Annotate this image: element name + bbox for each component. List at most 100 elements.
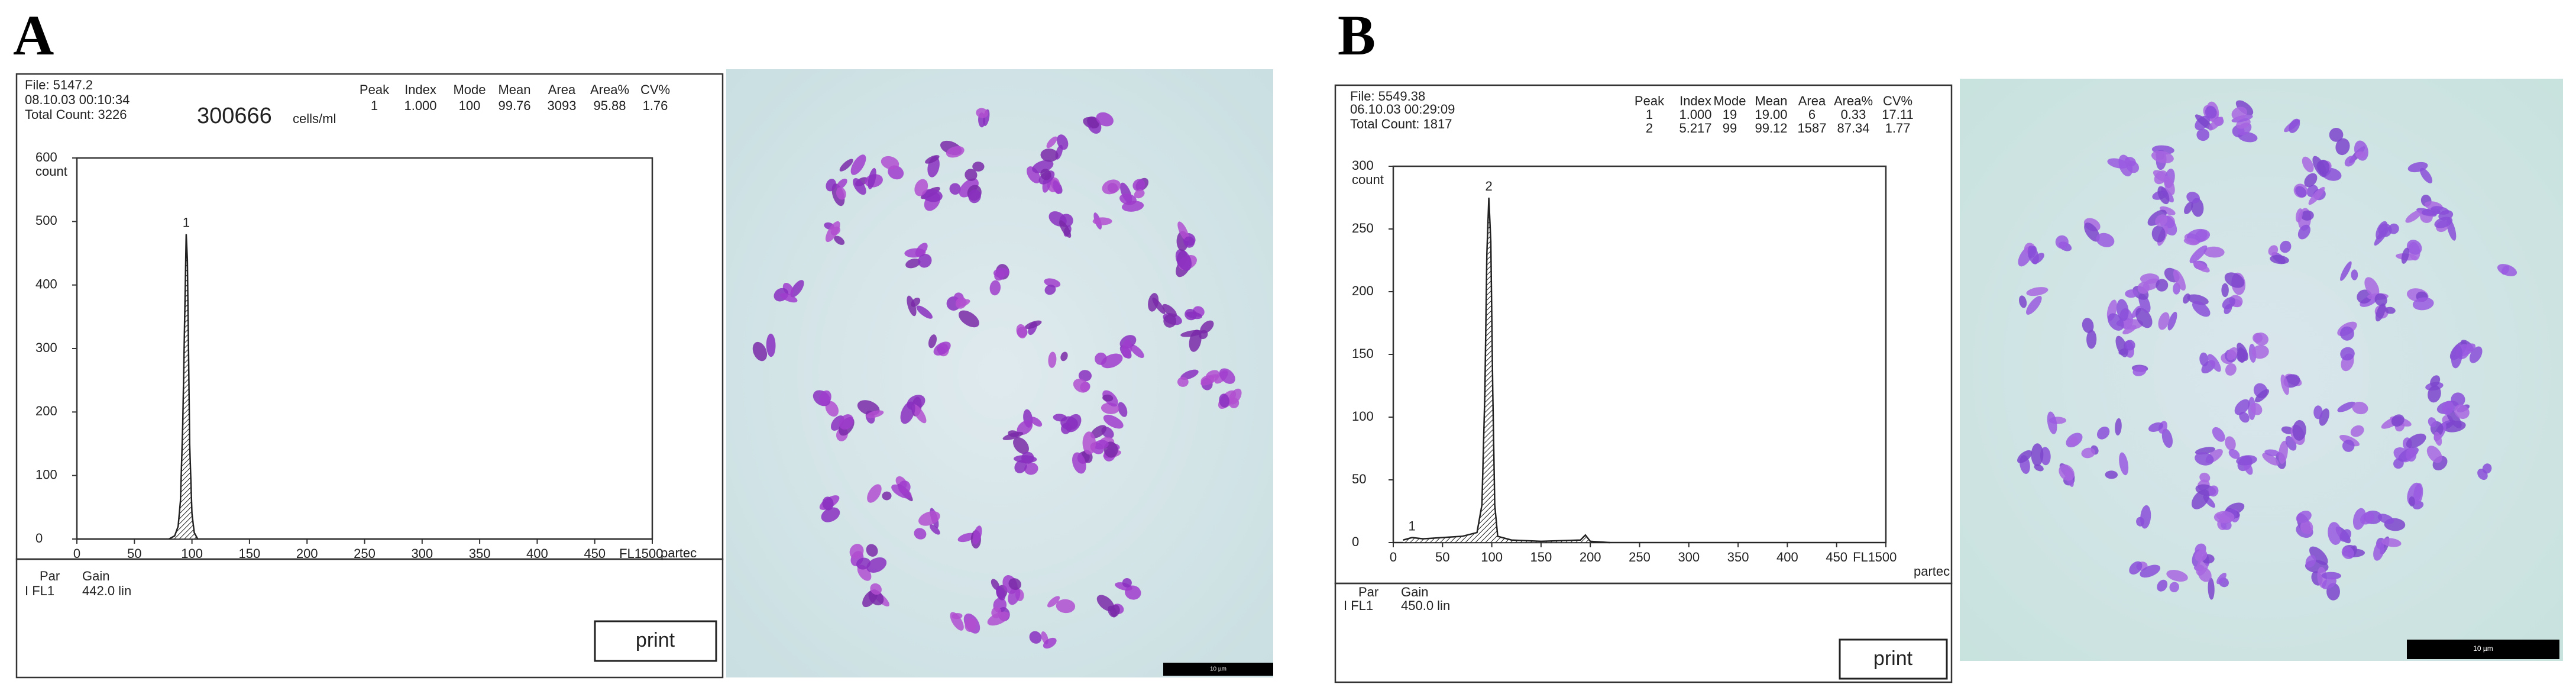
chromosome [825, 401, 839, 417]
chromosome [2329, 127, 2344, 142]
chromosome [956, 299, 970, 307]
chromosome [1017, 420, 1033, 435]
chromosome [866, 557, 887, 573]
chromosome [2081, 447, 2096, 459]
chromosome [1078, 370, 1092, 382]
concentration-unit: cells/ml [293, 111, 336, 126]
chromosome [2295, 208, 2303, 222]
chromosome [2335, 138, 2350, 156]
chromosome [933, 341, 951, 356]
chromosome [1092, 217, 1112, 225]
chromosome [1060, 351, 1068, 362]
chromosome [968, 189, 981, 204]
brand: partec [661, 546, 697, 560]
chromosome [2135, 308, 2153, 328]
chromosomes [2017, 100, 2517, 601]
chromosome [2254, 333, 2269, 346]
print-button[interactable] [1839, 638, 1948, 680]
chromosome [2195, 452, 2214, 466]
chromosome [2228, 448, 2240, 459]
chromosome [2328, 522, 2342, 545]
x-tick-label: 0 [1390, 550, 1397, 564]
stats-cell: 17.11 [1882, 107, 1913, 122]
chromosome [2428, 385, 2441, 403]
chromosome [972, 162, 985, 172]
x-axis-label: FL1 [619, 546, 642, 561]
chromosome [952, 613, 963, 619]
chromosome [834, 235, 845, 245]
print-button-label[interactable]: print [1873, 647, 1913, 670]
stats-cell: 0.33 [1841, 107, 1866, 122]
x-tick-label: 350 [1727, 550, 1749, 564]
y-tick-label: 600 [35, 150, 57, 164]
chromosome [965, 618, 976, 632]
y-tick-label: 150 [1352, 346, 1374, 361]
chromosome [2082, 318, 2094, 333]
chromosome [2140, 564, 2161, 578]
chromosome [2250, 402, 2263, 415]
chromosome [2184, 202, 2193, 214]
chromosome [2191, 489, 2210, 509]
chromosome [2212, 427, 2225, 442]
chromosome [1008, 587, 1021, 605]
stats-cell: 1 [371, 98, 378, 113]
x-tick-label: 100 [1481, 550, 1503, 564]
chromosome [2132, 366, 2147, 376]
chromosome [989, 280, 1001, 296]
chromosome [2477, 469, 2488, 480]
chromosome [2313, 405, 2323, 420]
chromosome [1047, 596, 1060, 608]
stats-header: Index [404, 82, 436, 97]
print-button-label[interactable]: print [636, 629, 675, 651]
chromosome [1044, 278, 1061, 288]
chromosome [1043, 637, 1057, 649]
chromosome [1087, 116, 1099, 128]
param-cell: 442.0 lin [82, 583, 131, 598]
chromosome [836, 178, 847, 189]
chromosome [839, 414, 854, 430]
brand: partec [1914, 564, 1950, 579]
chromosome [2187, 294, 2209, 305]
chromosome [2115, 335, 2128, 357]
chromosome [916, 305, 933, 319]
y-tick-label: 500 [35, 213, 57, 228]
chromosome [929, 524, 940, 535]
stats-cell: 2 [1646, 121, 1653, 135]
chromosome [1082, 431, 1096, 455]
chromosome [976, 108, 988, 118]
chromosome [2208, 577, 2215, 600]
file-name: File: 5549.38 [1350, 89, 1425, 104]
x-tick-label: 300 [1678, 550, 1700, 564]
chromosome [868, 167, 876, 189]
stats-header: Mode [453, 82, 486, 97]
chromosome [819, 390, 831, 406]
chromosome [2199, 472, 2211, 483]
chromosome [1102, 179, 1121, 195]
chromosome [2107, 158, 2128, 169]
chromosome [2208, 485, 2219, 497]
stats-cell: 1.000 [404, 98, 436, 113]
print-button[interactable] [594, 620, 717, 662]
x-tick-label: 500 [642, 546, 664, 561]
chromosome [2434, 431, 2442, 446]
chromosome [2434, 217, 2453, 228]
chromosome [991, 606, 1002, 618]
panel-label: A [13, 4, 54, 67]
chromosome [987, 611, 1009, 626]
param-cell: I FL1 [1344, 598, 1373, 613]
histogram-area [1403, 198, 1610, 543]
x-tick-label: 450 [584, 546, 606, 561]
chromosome [2120, 319, 2144, 330]
report-box [1334, 84, 1953, 585]
chromosome [2364, 277, 2380, 298]
chromosome [2341, 546, 2354, 559]
x-tick-label: 400 [1776, 550, 1798, 564]
stats-header: Peak [1635, 93, 1665, 108]
chromosome [1121, 339, 1132, 358]
y-tick-label: 400 [35, 276, 57, 291]
chromosome [2224, 272, 2245, 288]
chromosome [2300, 520, 2313, 534]
chromosome [1219, 393, 1229, 408]
stats-cell: 87.34 [1837, 121, 1869, 135]
chromosome [2339, 529, 2351, 542]
